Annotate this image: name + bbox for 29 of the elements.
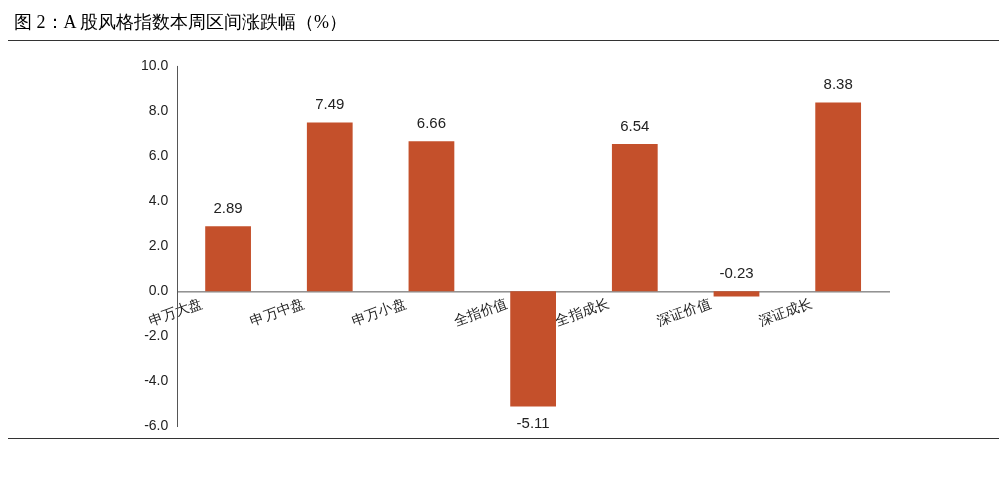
y-tick-label: 6.0 (148, 146, 169, 163)
data-label: 6.66 (416, 113, 447, 131)
y-tick-label: -4.0 (144, 372, 169, 389)
data-label: 7.49 (315, 95, 345, 113)
bar (306, 122, 353, 292)
bar (611, 143, 658, 292)
x-tick-label: 申万小盘 (349, 294, 408, 329)
bar (815, 102, 862, 292)
data-label: 6.54 (620, 116, 650, 134)
y-tick-label: 8.0 (148, 101, 169, 118)
x-tick-label: 深证成长 (756, 294, 815, 329)
data-label: 2.89 (213, 198, 243, 216)
y-tick-label: -2.0 (144, 327, 169, 344)
bar (510, 291, 556, 407)
data-label: -0.23 (719, 264, 754, 282)
bar (408, 141, 455, 292)
chart-title: 图 2：A 股风格指数本周区间涨跌幅（%） (8, 8, 999, 41)
x-tick-label: 全指成长 (552, 294, 612, 329)
y-tick-label: 4.0 (148, 192, 169, 209)
bar (205, 226, 251, 292)
data-label: 8.38 (823, 75, 853, 93)
x-tick-label: 全指价值 (451, 294, 510, 329)
y-tick-label: 10.0 (141, 56, 169, 73)
y-tick-label: 2.0 (148, 237, 169, 254)
x-tick-label: 申万中盘 (247, 294, 307, 329)
bar (713, 291, 760, 297)
y-tick-label: -6.0 (144, 417, 169, 434)
data-label: -5.11 (516, 414, 550, 432)
x-tick-label: 深证价值 (654, 294, 713, 329)
